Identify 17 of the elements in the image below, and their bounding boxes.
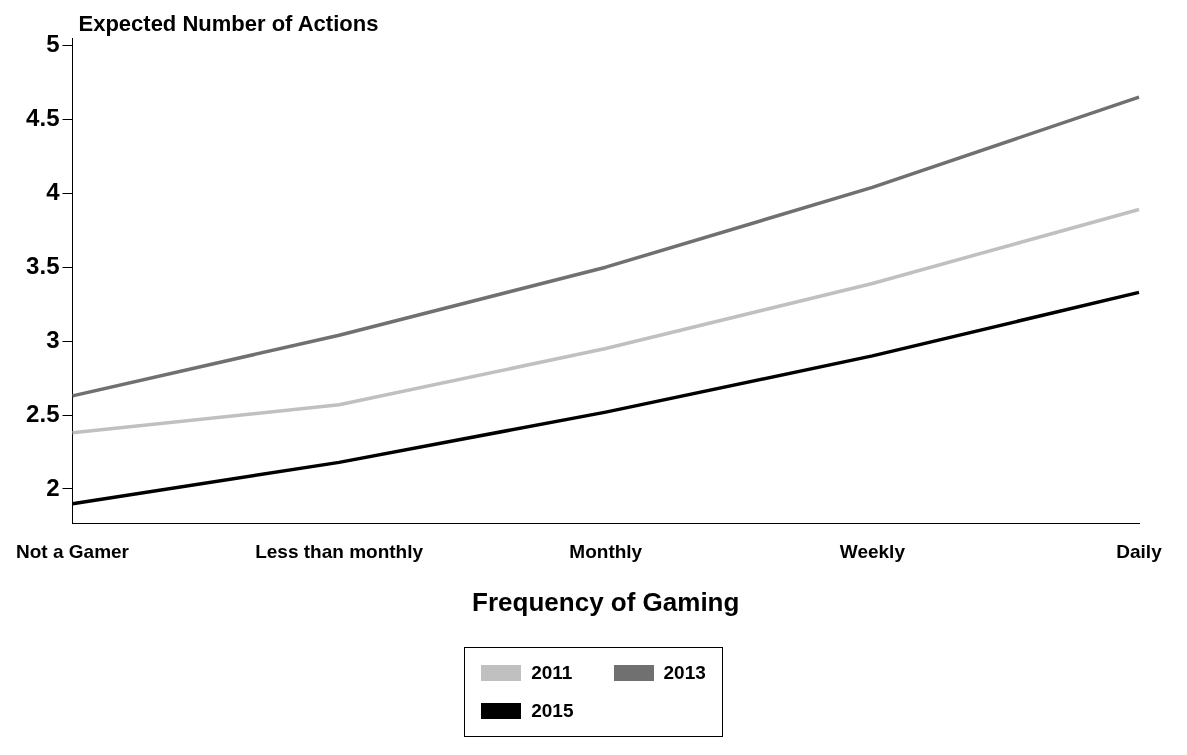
legend-label: 2013 bbox=[663, 662, 706, 684]
x-tick-label: Less than monthly bbox=[255, 540, 424, 562]
x-axis-title: Frequency of Gaming bbox=[472, 586, 740, 617]
x-tick-label: Daily bbox=[1116, 540, 1163, 562]
y-axis-title: Expected Number of Actions bbox=[78, 11, 379, 37]
y-tick-label: 5 bbox=[46, 30, 60, 58]
x-tick-label: Monthly bbox=[569, 540, 643, 562]
y-tick-label: 4.5 bbox=[26, 103, 60, 131]
y-tick-label: 2 bbox=[46, 473, 60, 501]
y-tick-label: 3.5 bbox=[26, 251, 60, 279]
legend-label: 2011 bbox=[531, 662, 573, 684]
x-tick-label: Weekly bbox=[839, 540, 906, 562]
legend-label: 2015 bbox=[531, 700, 574, 722]
y-tick-label: 3 bbox=[46, 325, 60, 353]
x-tick-label: Not a Gamer bbox=[16, 540, 130, 562]
y-tick-label: 2.5 bbox=[26, 399, 60, 427]
y-tick-label: 4 bbox=[46, 177, 61, 205]
